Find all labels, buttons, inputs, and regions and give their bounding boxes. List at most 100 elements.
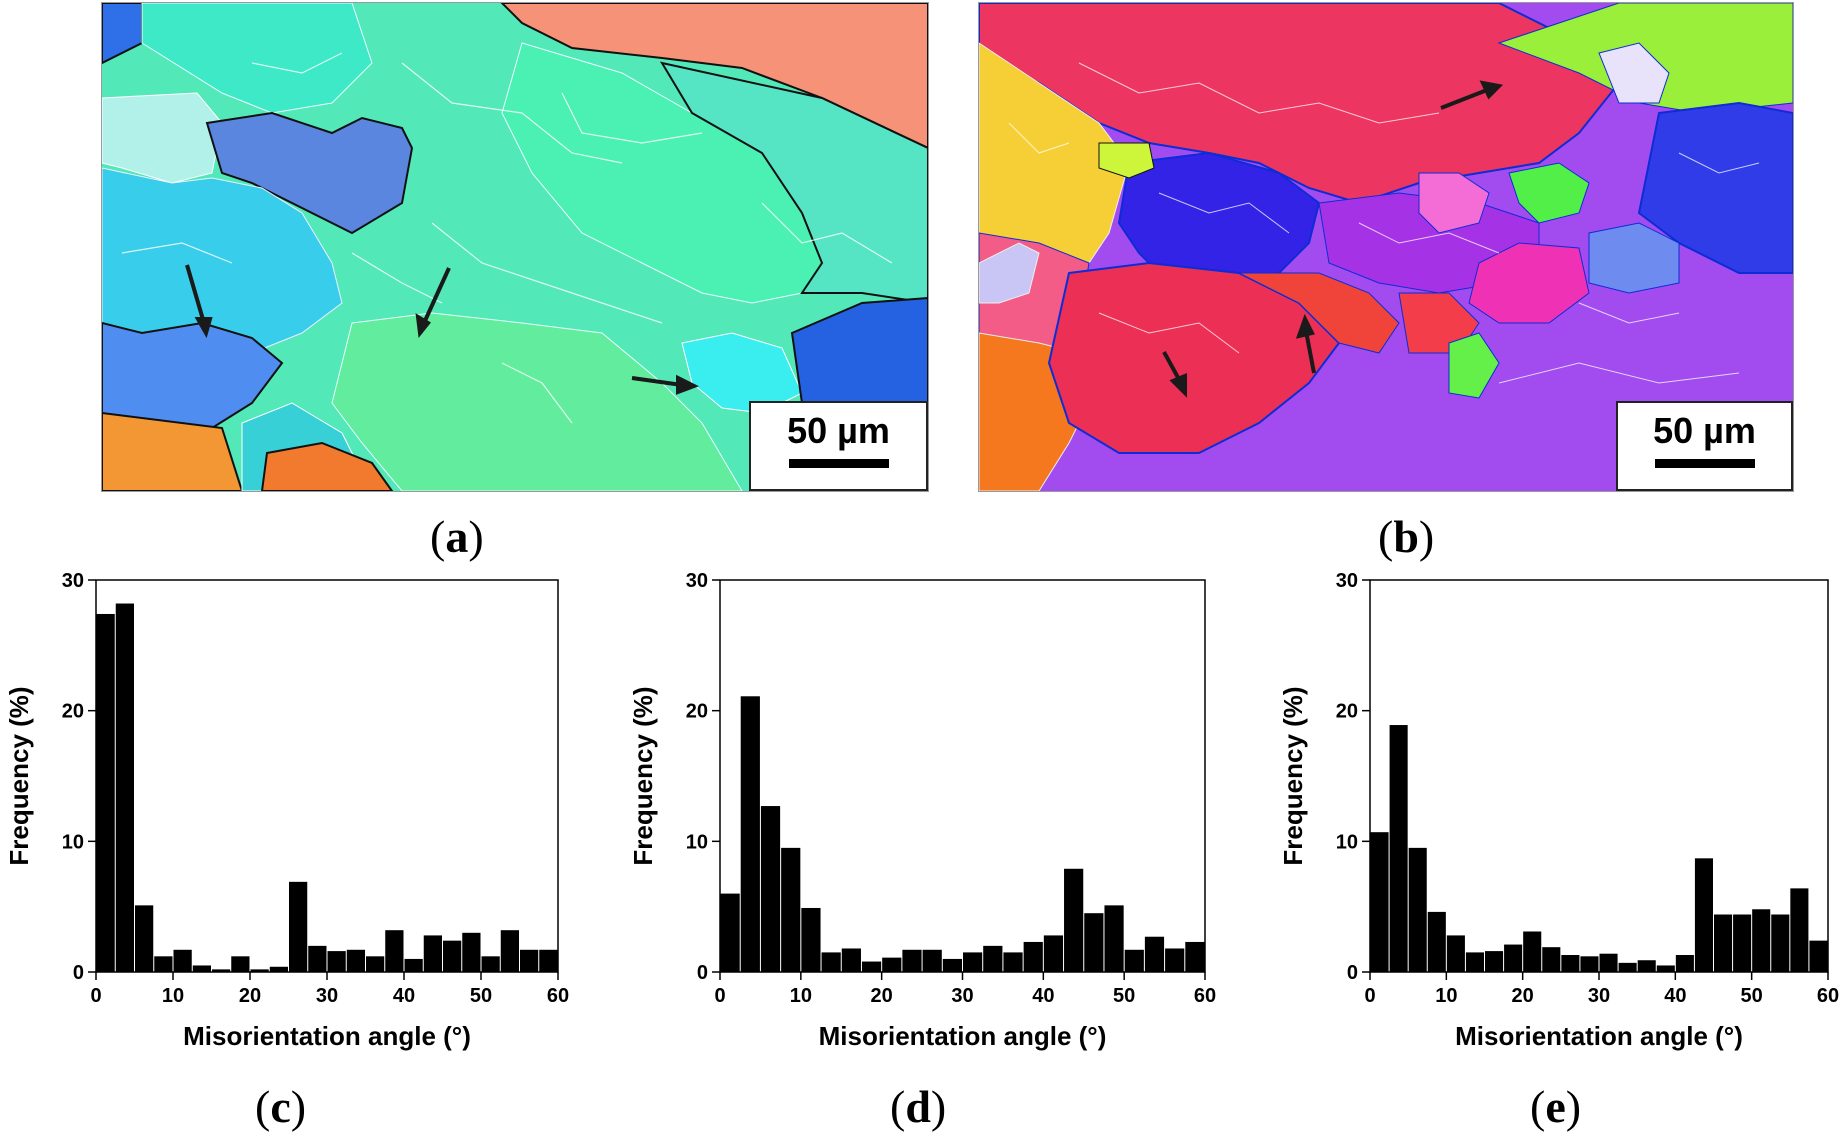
bar-d-22	[1165, 948, 1185, 972]
panel-label-c-letter: c	[270, 1081, 291, 1132]
scale-bar-b-label: 50 µm	[1653, 410, 1756, 451]
histogram-c: 0 10 20 30 40 50 60 0 10 20 30 Misorientation angle…	[0, 565, 590, 1060]
bar-c-12	[327, 951, 346, 972]
y-tick-label-d-1: 10	[686, 831, 708, 853]
y-tick-label-d-2: 20	[686, 701, 708, 723]
panel-label-e-letter: e	[1545, 1081, 1566, 1132]
ebsd-map-a-image	[102, 3, 928, 491]
bar-d-17	[1064, 868, 1084, 972]
bar-d-1	[740, 696, 760, 972]
bar-e-23	[1809, 940, 1828, 972]
panel-label-b-letter: b	[1393, 511, 1419, 562]
x-tick-label-e-6: 60	[1817, 985, 1839, 1007]
bar-d-9	[902, 949, 922, 972]
y-tick-label-e-2: 20	[1336, 701, 1358, 723]
panel-label-e: (e)	[1530, 1081, 1582, 1132]
x-tick-label-d-2: 20	[871, 985, 893, 1007]
bar-c-6	[212, 969, 231, 972]
bar-e-17	[1694, 858, 1713, 972]
bar-d-12	[963, 952, 983, 972]
bar-c-19	[462, 932, 481, 972]
x-tick-label-d-0: 0	[714, 985, 725, 1007]
ebsd-map-b: 50 µm	[978, 2, 1794, 492]
x-tick-label-d-5: 50	[1113, 985, 1135, 1007]
histogram-e: 0 10 20 30 40 50 60 0 10 20 30 Misorientation angle…	[1270, 565, 1840, 1060]
bar-d-13	[983, 945, 1003, 972]
bar-c-17	[423, 935, 442, 972]
x-axis-label-e: Misorientation angle (°)	[1455, 1021, 1743, 1051]
x-tick-label-e-4: 40	[1664, 985, 1686, 1007]
scale-bar-b-line	[1654, 459, 1755, 468]
x-tick-label-d-1: 10	[790, 985, 812, 1007]
bar-c-9	[269, 966, 288, 972]
bar-c-4	[173, 949, 192, 972]
x-tick-label-c-5: 50	[470, 985, 492, 1007]
bar-e-4	[1446, 935, 1465, 972]
bar-e-3	[1427, 911, 1446, 972]
ebsd-map-a: 50 µm	[101, 2, 929, 492]
y-tick-label-d-0: 0	[697, 962, 708, 984]
scale-bar-a: 50 µm	[749, 401, 928, 491]
bar-d-7	[861, 961, 882, 972]
x-tick-label-e-0: 0	[1364, 985, 1375, 1007]
bar-e-1	[1389, 725, 1408, 972]
y-axis-label-e: Frequency (%)	[1278, 686, 1308, 865]
histogram-c-svg: 0 10 20 30 40 50 60 0 10 20 30 Misorientation angle…	[4, 570, 569, 1051]
bar-d-2	[760, 806, 781, 972]
plot-frame-c	[95, 579, 559, 973]
x-tick-label-e-3: 30	[1588, 985, 1610, 1007]
bar-e-9	[1542, 947, 1561, 972]
x-tick-label-e-2: 20	[1512, 985, 1534, 1007]
bar-c-21	[500, 930, 519, 972]
bar-d-18	[1084, 913, 1104, 972]
x-tick-label-c-6: 60	[547, 985, 569, 1007]
y-tick-label-c-2: 20	[62, 701, 84, 723]
bar-c-2	[135, 905, 154, 972]
bar-c-13	[346, 949, 365, 972]
y-tick-label-e-1: 10	[1336, 831, 1358, 853]
bar-d-3	[781, 847, 801, 972]
bar-c-20	[481, 956, 500, 972]
bar-d-5	[821, 952, 841, 972]
y-axis-label-c: Frequency (%)	[4, 686, 34, 865]
bar-d-21	[1144, 936, 1165, 972]
panel-label-a-letter: a	[445, 511, 469, 562]
histogram-e-svg: 0 10 20 30 40 50 60 0 10 20 30 Misorientation angle…	[1278, 570, 1839, 1051]
bar-d-4	[801, 907, 821, 972]
x-axis-label-c: Misorientation angle (°)	[183, 1021, 471, 1051]
panel-label-a: (a)	[430, 511, 484, 562]
panel-label-b: (b)	[1378, 511, 1435, 562]
bar-c-3	[154, 956, 173, 972]
bar-e-19	[1733, 914, 1752, 972]
bar-c-15	[385, 930, 404, 972]
x-tick-label-d-3: 30	[951, 985, 973, 1007]
bar-c-14	[366, 956, 385, 972]
bar-e-6	[1485, 951, 1504, 972]
bar-e-7	[1504, 944, 1523, 972]
bar-c-1	[115, 603, 134, 972]
x-tick-label-e-1: 10	[1435, 985, 1457, 1007]
bar-c-7	[231, 956, 250, 972]
bar-c-22	[520, 949, 539, 972]
y-tick-label-d-3: 30	[686, 570, 708, 592]
bar-c-0	[96, 613, 115, 972]
bar-d-15	[1023, 941, 1043, 972]
bar-e-8	[1523, 931, 1542, 972]
bar-e-10	[1561, 955, 1580, 972]
bar-c-11	[308, 945, 327, 972]
histogram-d: 0 10 20 30 40 50 60 0 10 20 30 Misorientation angle…	[620, 565, 1230, 1060]
bar-e-0	[1370, 832, 1389, 972]
y-tick-label-c-0: 0	[73, 962, 84, 984]
bar-d-10	[922, 949, 942, 972]
x-tick-label-d-4: 40	[1032, 985, 1054, 1007]
bar-e-2	[1408, 847, 1427, 972]
bar-e-11	[1580, 956, 1599, 972]
bar-e-18	[1714, 914, 1733, 972]
bar-d-19	[1104, 905, 1124, 972]
x-tick-label-e-5: 50	[1741, 985, 1763, 1007]
histogram-d-svg: 0 10 20 30 40 50 60 0 10 20 30 Misorientation angle…	[628, 570, 1216, 1051]
y-tick-label-c-3: 30	[62, 570, 84, 592]
bar-e-14	[1637, 960, 1656, 972]
bar-e-13	[1618, 962, 1637, 972]
bar-d-11	[942, 958, 962, 972]
